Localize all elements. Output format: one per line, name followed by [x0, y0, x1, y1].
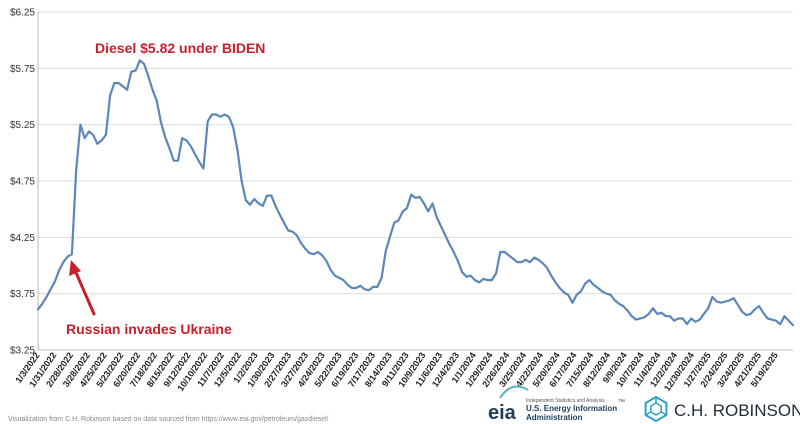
annotation-peak: Diesel $5.82 under BIDEN	[95, 40, 265, 56]
eia-logo-mark: eia	[488, 402, 517, 424]
y-tick-label: $5.75	[10, 64, 35, 75]
eia-trademark: ™	[618, 399, 625, 406]
y-tick-label: $4.75	[10, 177, 35, 188]
eia-logo: eia Independent Statistics and Analysis …	[488, 385, 625, 424]
annotation-invasion: Russian invades Ukraine	[66, 321, 232, 337]
x-axis-ticks: 1/3/20221/31/20222/28/20223/28/20224/25/…	[13, 350, 780, 393]
eia-tagline: Independent Statistics and Analysis	[526, 398, 605, 404]
axes	[37, 12, 793, 351]
y-tick-label: $6.25	[10, 8, 35, 19]
annotation-arrow	[69, 260, 96, 316]
eia-name-line1: U.S. Energy Information	[526, 404, 617, 413]
chr-logo: C.H. ROBINSON	[644, 395, 800, 423]
chr-logo-text: C.H. ROBINSON	[674, 401, 800, 420]
y-tick-label: $5.25	[10, 120, 35, 131]
source-note: Visualization from C.H. Robinson based o…	[8, 416, 329, 423]
y-tick-label: $4.25	[10, 233, 35, 244]
y-tick-label: $3.25	[10, 346, 35, 357]
diesel-price-line	[36, 59, 795, 327]
eia-name-line2: Administration	[526, 413, 583, 422]
y-tick-label: $3.75	[10, 289, 35, 300]
hexagon-cube-icon	[644, 395, 668, 423]
y-axis-ticks: $3.25 $3.75 $4.25 $4.75 $5.25 $5.75 $6.25	[10, 8, 35, 357]
grid-lines	[38, 11, 793, 351]
